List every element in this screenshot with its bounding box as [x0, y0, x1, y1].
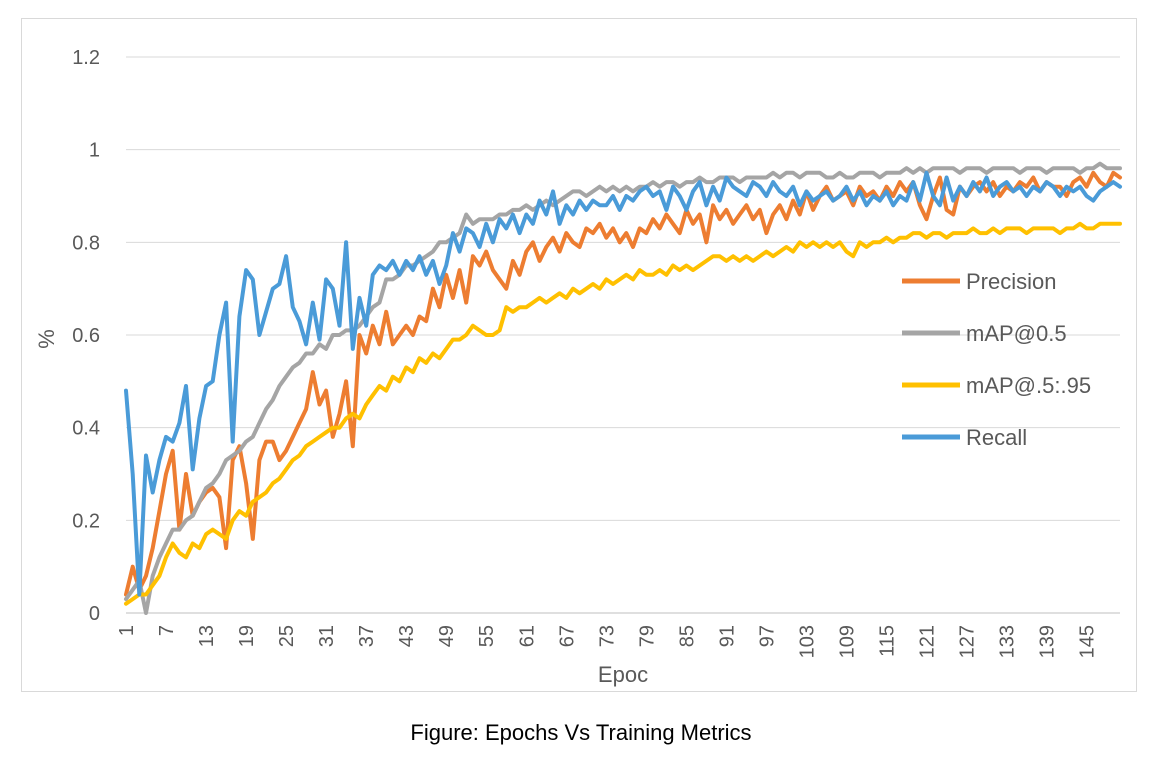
series-line-2	[124, 221, 1122, 606]
series-line-3	[124, 170, 1122, 597]
legend-label: Recall	[966, 425, 1027, 450]
line-chart: 0 0.2 0.4 0.6 0.8 1 1.2 1 7 13 19 25 31 37 43 49 55 61 67…	[34, 47, 1122, 687]
x-tick-label: 49	[436, 625, 458, 647]
x-tick-label: 133	[997, 625, 1019, 658]
x-tick-label: 31	[316, 625, 338, 647]
y-axis-title: %	[34, 329, 59, 349]
x-tick-label: 97	[756, 625, 778, 647]
y-tick-labels: 0 0.2 0.4 0.6 0.8 1 1.2	[72, 47, 100, 625]
y-tick-label: 0	[89, 603, 100, 625]
x-tick-label: 73	[596, 625, 618, 647]
legend-label: Precision	[966, 269, 1056, 294]
x-axis-title: Epoc	[598, 662, 648, 687]
series-line-0	[124, 170, 1122, 597]
x-tick-label: 145	[1077, 625, 1099, 658]
y-tick-label: 0.2	[72, 510, 100, 532]
gridlines	[126, 56, 1120, 614]
x-tick-label: 121	[917, 625, 939, 658]
series-lines	[124, 161, 1122, 615]
x-tick-label: 109	[836, 625, 858, 658]
x-tick-label: 43	[396, 625, 418, 647]
chart-frame: 0 0.2 0.4 0.6 0.8 1 1.2 1 7 13 19 25 31 37 43 49 55 61 67…	[21, 18, 1137, 692]
x-tick-label: 127	[957, 625, 979, 658]
legend-label: mAP@.5:.95	[966, 373, 1091, 398]
legend-label: mAP@0.5	[966, 321, 1067, 346]
x-tick-label: 13	[196, 625, 218, 647]
x-tick-label: 7	[156, 625, 178, 636]
series-line-1	[124, 161, 1122, 615]
y-tick-label: 1	[89, 140, 100, 162]
x-tick-label: 67	[556, 625, 578, 647]
y-tick-label: 1.2	[72, 47, 100, 69]
x-tick-label: 37	[356, 625, 378, 647]
y-tick-label: 0.4	[72, 418, 100, 440]
x-tick-label: 25	[276, 625, 298, 647]
figure-caption: Figure: Epochs Vs Training Metrics	[410, 720, 752, 745]
x-tick-label: 1	[116, 625, 138, 636]
x-tick-labels: 1 7 13 19 25 31 37 43 49 55 61 67 73 79 85 91 97 103 109 11…	[116, 625, 1099, 658]
x-tick-label: 91	[716, 625, 738, 647]
y-tick-label: 0.8	[72, 232, 100, 254]
x-tick-label: 79	[636, 625, 658, 647]
x-tick-label: 61	[516, 625, 538, 647]
x-tick-label: 103	[796, 625, 818, 658]
x-tick-label: 19	[236, 625, 258, 647]
x-tick-label: 55	[476, 625, 498, 647]
x-tick-label: 85	[676, 625, 698, 647]
x-tick-label: 115	[877, 625, 899, 657]
y-tick-label: 0.6	[72, 325, 100, 347]
legend: Precision mAP@0.5 mAP@.5:.95 Recall	[902, 269, 1091, 450]
x-tick-label: 139	[1037, 625, 1059, 658]
